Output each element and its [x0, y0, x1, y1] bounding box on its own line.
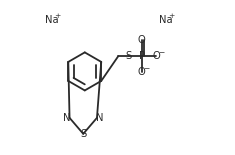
Text: Na: Na: [159, 15, 173, 25]
Text: P: P: [139, 51, 145, 61]
Text: +: +: [54, 13, 61, 19]
Text: −: −: [144, 66, 150, 72]
Text: O: O: [138, 67, 146, 77]
Text: O: O: [153, 51, 160, 61]
Text: S: S: [126, 51, 132, 61]
Text: N: N: [96, 113, 103, 123]
Text: Na: Na: [45, 15, 59, 25]
Text: −: −: [158, 50, 164, 56]
Text: O: O: [138, 35, 146, 45]
Text: S: S: [80, 129, 86, 139]
Text: N: N: [63, 113, 71, 123]
Text: +: +: [168, 13, 175, 19]
